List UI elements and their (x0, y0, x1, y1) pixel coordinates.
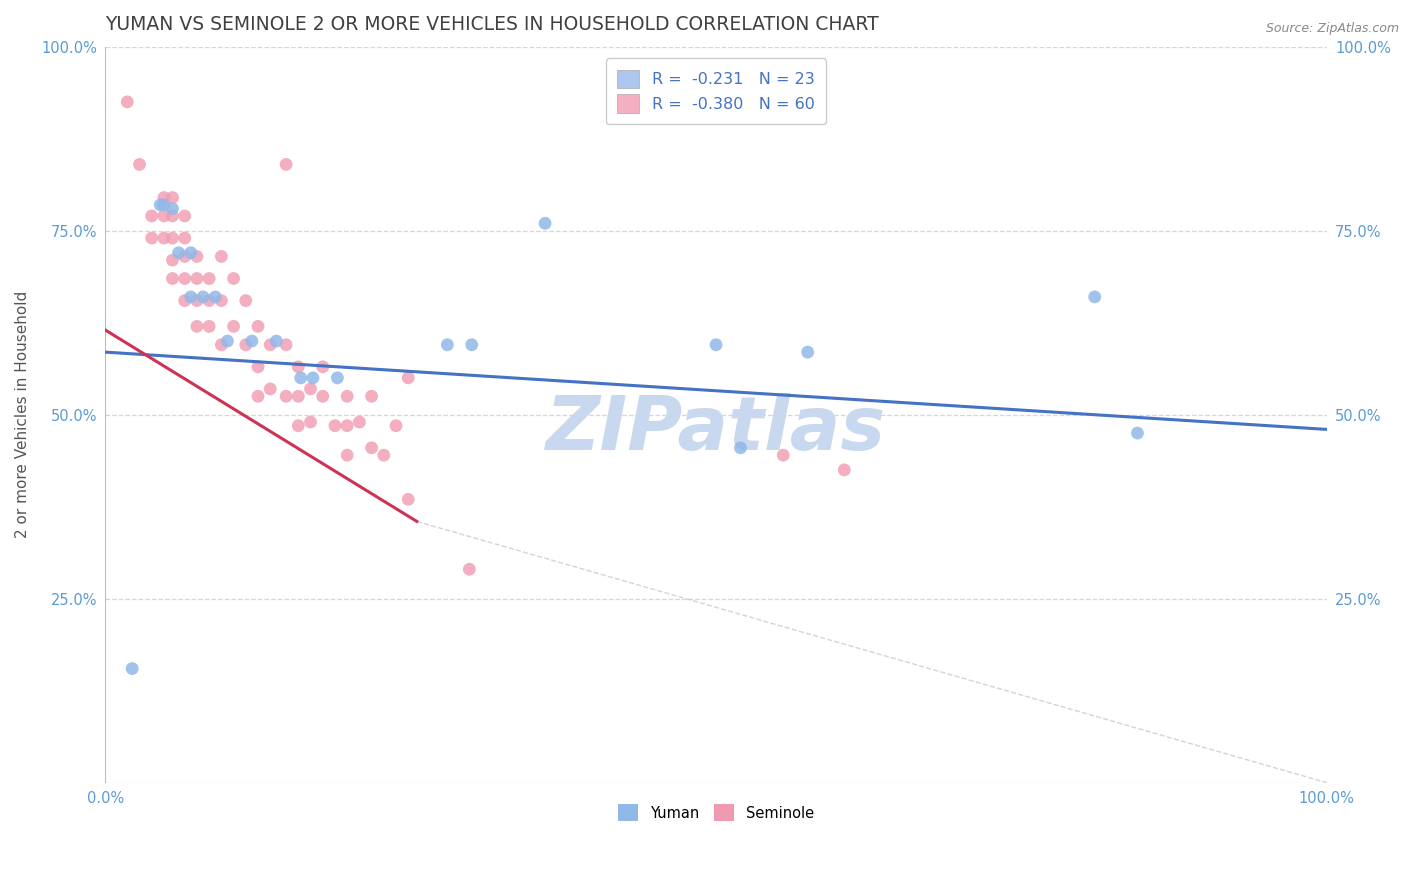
Point (336, 389, 359, 403)
Point (141, 209, 163, 223)
Point (349, 415, 371, 429)
Point (299, 382, 322, 396)
Point (436, 337, 458, 351)
Point (834, 463, 856, 477)
Point (167, 245, 190, 260)
Point (173, 249, 195, 263)
Point (162, 209, 184, 223)
Point (162, 271, 184, 285)
Point (153, 209, 176, 223)
Point (1084, 290, 1107, 304)
Point (198, 271, 221, 285)
Point (153, 198, 176, 212)
Point (730, 441, 752, 455)
Point (217, 334, 239, 348)
Point (186, 293, 208, 308)
Point (373, 448, 395, 462)
Y-axis label: 2 or more Vehicles in Household: 2 or more Vehicles in Household (15, 291, 30, 538)
Point (204, 290, 226, 304)
Text: ZIPatlas: ZIPatlas (546, 392, 886, 466)
Point (186, 319, 208, 334)
Point (336, 418, 359, 433)
Point (704, 337, 727, 351)
Point (180, 245, 202, 260)
Point (240, 334, 263, 348)
Point (162, 202, 184, 216)
Point (396, 492, 419, 507)
Point (287, 389, 309, 403)
Point (259, 382, 281, 396)
Point (1126, 426, 1149, 441)
Point (235, 337, 257, 351)
Point (336, 448, 359, 462)
Point (274, 389, 297, 403)
Point (259, 337, 281, 351)
Point (153, 190, 176, 204)
Point (360, 441, 382, 455)
Point (235, 293, 257, 308)
Point (299, 415, 322, 429)
Point (796, 345, 818, 359)
Point (121, 662, 143, 676)
Point (173, 231, 195, 245)
Point (461, 337, 484, 351)
Point (209, 293, 232, 308)
Point (141, 231, 163, 245)
Text: YUMAN VS SEMINOLE 2 OR MORE VEHICLES IN HOUSEHOLD CORRELATION CHART: YUMAN VS SEMINOLE 2 OR MORE VEHICLES IN … (105, 15, 879, 34)
Point (772, 448, 794, 462)
Point (222, 271, 245, 285)
Point (302, 371, 325, 385)
Point (173, 271, 195, 285)
Point (385, 418, 408, 433)
Point (149, 198, 172, 212)
Point (173, 293, 195, 308)
Point (360, 389, 382, 403)
Point (117, 95, 139, 109)
Point (287, 359, 309, 374)
Point (274, 157, 297, 171)
Point (534, 216, 557, 230)
Point (326, 371, 349, 385)
Point (198, 293, 221, 308)
Legend: Yuman, Seminole: Yuman, Seminole (612, 798, 820, 827)
Text: Source: ZipAtlas.com: Source: ZipAtlas.com (1265, 22, 1399, 36)
Point (191, 290, 214, 304)
Point (173, 209, 195, 223)
Point (396, 371, 419, 385)
Point (180, 290, 202, 304)
Point (162, 190, 184, 204)
Point (186, 249, 208, 263)
Point (209, 249, 232, 263)
Point (274, 337, 297, 351)
Point (209, 337, 232, 351)
Point (162, 253, 184, 268)
Point (247, 359, 270, 374)
Point (198, 319, 221, 334)
Point (290, 371, 312, 385)
Point (458, 562, 481, 576)
Point (312, 359, 335, 374)
Point (247, 319, 270, 334)
Point (312, 389, 335, 403)
Point (247, 389, 270, 403)
Point (323, 418, 346, 433)
Point (222, 319, 245, 334)
Point (186, 271, 208, 285)
Point (287, 418, 309, 433)
Point (266, 334, 288, 348)
Point (128, 157, 150, 171)
Point (162, 231, 184, 245)
Point (153, 231, 176, 245)
